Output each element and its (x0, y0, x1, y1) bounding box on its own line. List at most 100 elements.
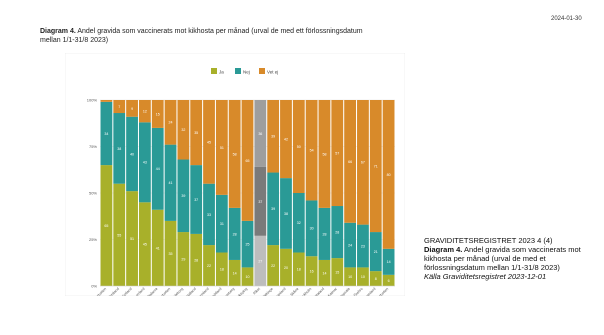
bar-ja (318, 259, 331, 286)
chart-legend: Ja Nej Vet ej (211, 68, 278, 75)
bar-value-label: 23 (361, 244, 365, 248)
bar-nej (113, 113, 126, 184)
bar-ja (151, 209, 164, 286)
vaccination-chart: Ja Nej Vet ej 0% 25% 50% 75% 100% 65 34 55 38 7 51 4… (65, 53, 405, 296)
bar-ja (228, 259, 241, 286)
bar-vet-ej (215, 100, 228, 195)
bar-nej (292, 193, 305, 253)
bar-nej (190, 165, 203, 234)
bar-vet-ej (331, 100, 344, 207)
bar-nej (203, 183, 215, 246)
bar-nej (369, 232, 382, 272)
legend-label: Nej (243, 70, 250, 75)
bar-value-label: 24 (348, 243, 352, 247)
bar-value-label: 42 (284, 137, 288, 141)
x-tick-label: Dalarna (147, 287, 159, 296)
caption-body: Diagram 4. Andel gravida som vaccinerats… (424, 245, 599, 272)
bar-vet-ej (164, 100, 177, 145)
bar-value-label: 29 (181, 257, 185, 261)
bar-vet-ej (254, 100, 267, 167)
bar-value-label: 18 (220, 268, 224, 272)
bar-nej (164, 144, 177, 221)
bar-vet-ej (190, 100, 203, 166)
bar-value-label: 51 (220, 146, 224, 150)
title-text: Andel gravida som vaccinerats mot kikhos… (40, 28, 363, 44)
bar-value-label: 39 (181, 194, 185, 198)
bar-ja (254, 235, 267, 286)
bar-value-label: 65 (246, 159, 250, 163)
bar-nej (241, 220, 254, 268)
bar-vet-ej (203, 100, 215, 184)
caption-bold: Diagram 4. (424, 245, 463, 254)
bar-nej (100, 101, 113, 166)
bar-ja (369, 271, 382, 286)
bar-ja (126, 191, 138, 286)
x-tick-label: Västerbotten (154, 287, 171, 296)
bar-vet-ej (100, 100, 113, 102)
y-tick-label: 50% (89, 191, 97, 196)
bar-ja (100, 165, 113, 286)
bar-value-label: 10 (246, 275, 250, 279)
figure-caption: GRAVIDITETSREGISTRET 2023 4 (4) Diagram … (424, 236, 599, 281)
legend-label: Ja (219, 70, 224, 75)
x-tick-label: Örebro (353, 287, 364, 296)
bar-value-label: 41 (169, 181, 173, 185)
bar-vet-ej (344, 100, 357, 223)
x-tick-label: Stockholm (298, 287, 313, 296)
x-tick-label: Riket (252, 287, 261, 296)
bar-ja (190, 233, 203, 286)
bar-value-label: 35 (194, 131, 198, 135)
bar-value-label: 18 (297, 268, 301, 272)
bar-value-label: 65 (104, 224, 108, 228)
y-tick-label: 25% (89, 237, 97, 242)
bar-vet-ej (267, 100, 280, 173)
y-tick-label: 0% (91, 284, 97, 289)
bar-value-label: 14 (387, 260, 391, 264)
bar-ja (331, 258, 344, 286)
bar-value-label: 44 (156, 167, 160, 171)
bar-vet-ej (305, 100, 318, 201)
report-date: 2024-01-30 (551, 16, 582, 22)
bar-value-label: 38 (117, 147, 121, 151)
bar-vet-ej (177, 100, 190, 160)
x-tick-label: Halland (185, 287, 196, 296)
bar-value-label: 20 (284, 266, 288, 270)
title-bold: Diagram 4. (40, 28, 76, 35)
bar-value-label: 51 (130, 237, 134, 241)
bar-value-label: 39 (271, 207, 275, 211)
bar-value-label: 28 (335, 230, 339, 234)
bar-nej (344, 222, 357, 268)
x-tick-label: Blekinge (261, 287, 274, 296)
bar-value-label: 8 (375, 277, 377, 281)
bar-ja (344, 267, 357, 286)
bar-value-label: 71 (374, 164, 378, 168)
legend-swatch (235, 68, 241, 74)
bar-value-label: 10 (361, 275, 365, 279)
legend-swatch (259, 68, 265, 74)
bar-value-label: 32 (181, 128, 185, 132)
x-tick-label: Gävleborg (170, 287, 185, 296)
bar-value-label: 39 (271, 135, 275, 139)
bar-nej (280, 178, 292, 249)
bar-nej (305, 200, 318, 257)
bar-value-label: 37 (258, 200, 262, 204)
bar-ja (241, 267, 254, 286)
x-tick-label: Gotland (121, 287, 133, 296)
bar-value-label: 55 (117, 233, 121, 237)
bar-vet-ej (280, 100, 292, 179)
bar-value-label: 7 (118, 105, 120, 109)
bar-nej (215, 194, 228, 253)
bar-vet-ej (138, 100, 151, 123)
bar-ja (280, 248, 292, 286)
bar-value-label: 58 (233, 152, 237, 156)
x-tick-label: Kalmar (327, 286, 338, 296)
bar-value-label: 15 (335, 270, 339, 274)
bar-value-label: 80 (387, 173, 391, 177)
x-tick-label: Norrbotten (92, 287, 107, 296)
bar-value-label: 41 (156, 246, 160, 250)
bar-value-label: 37 (194, 198, 198, 202)
x-tick-label: Kronoberg (221, 287, 236, 296)
bar-ja (203, 245, 215, 286)
bar-nej (126, 116, 138, 192)
bar-value-label: 34 (104, 132, 108, 136)
